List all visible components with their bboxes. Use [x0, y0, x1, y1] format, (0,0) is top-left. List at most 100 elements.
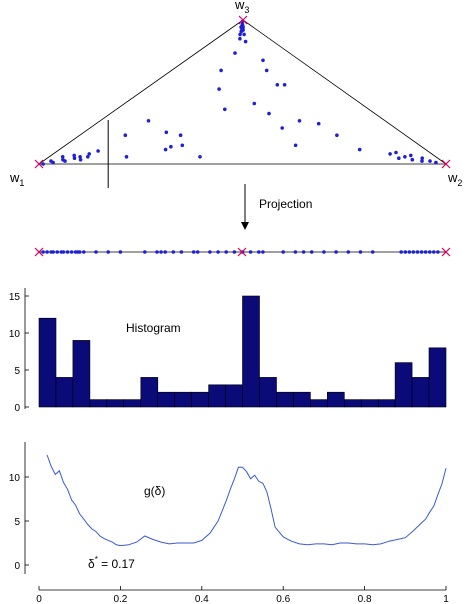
triangle-point — [169, 144, 173, 149]
vertex-w2-marker — [441, 159, 451, 169]
projection-point — [415, 250, 420, 254]
triangle-point — [146, 119, 151, 123]
triangle-point — [280, 126, 285, 130]
projection-point — [248, 250, 253, 254]
projection-point — [432, 250, 436, 254]
triangle-left-edge — [38, 19, 244, 165]
projection-point — [358, 250, 363, 254]
triangle-point — [241, 28, 245, 32]
triangle-point — [96, 149, 100, 153]
histogram-bar — [38, 317, 57, 408]
projection-point — [163, 250, 167, 254]
projection-point — [82, 250, 86, 254]
histogram-bar — [123, 399, 142, 408]
histogram-bar — [55, 377, 74, 408]
triangle-right-edge — [242, 19, 447, 165]
projection-marker-right — [441, 247, 451, 257]
projection-point — [155, 250, 159, 254]
histogram-bar — [360, 399, 379, 408]
projection-point — [411, 250, 416, 254]
histogram-bar — [140, 377, 159, 408]
histogram-bar — [428, 347, 447, 408]
projection-point — [65, 250, 70, 254]
triangle-point — [428, 159, 432, 163]
projection-point — [179, 250, 184, 254]
projection-point — [106, 250, 110, 254]
triangle-point — [267, 111, 271, 116]
projection-point — [301, 250, 306, 254]
histogram-bar — [326, 391, 345, 408]
histogram-y-tick-label: 10 — [9, 329, 21, 340]
projection-point — [69, 250, 74, 254]
g-delta-y-ticks: 0 5 10 — [9, 473, 29, 572]
projection-point — [195, 250, 200, 254]
histogram-bar — [174, 391, 192, 408]
projection-point — [403, 250, 408, 254]
histogram-y-tick-label: 0 — [14, 403, 20, 414]
x-tick-label: 0 — [36, 594, 42, 604]
vertex-label-w3: w3 — [234, 0, 249, 15]
triangle-point — [217, 87, 221, 91]
triangle-point — [275, 83, 280, 87]
triangle-point — [388, 152, 392, 156]
histogram-bar — [208, 384, 226, 408]
vertex-label-w1: w1 — [9, 170, 24, 188]
projection-point — [224, 250, 228, 254]
triangle-point — [87, 152, 91, 156]
projection-line-panel — [34, 247, 451, 257]
g-delta-y-tick-label: 10 — [9, 473, 21, 484]
projection-point — [143, 250, 147, 254]
triangle-point — [178, 133, 183, 137]
triangle-point — [198, 155, 202, 159]
triangle-point — [180, 143, 185, 148]
projection-point — [281, 250, 286, 254]
x-tick-label: 0.8 — [358, 594, 372, 604]
projection-point — [423, 250, 428, 254]
triangle-point — [282, 83, 287, 87]
triangle-point — [335, 133, 339, 137]
projection-marker-center — [237, 247, 247, 257]
triangle-point — [420, 159, 424, 163]
triangle-point — [410, 157, 415, 162]
histogram-bar — [411, 377, 430, 408]
triangle-point — [252, 101, 257, 106]
projection-point — [370, 250, 375, 254]
triangle-point — [163, 147, 168, 152]
projection-point — [94, 250, 98, 254]
histogram-bar — [242, 295, 260, 408]
triangle-point — [51, 160, 55, 165]
histogram-title: Histogram — [126, 321, 181, 335]
delta-star-annotation: δ* = 0.17 — [88, 555, 135, 571]
triangle-point — [243, 39, 248, 44]
projection-point — [77, 250, 82, 254]
projection-point — [257, 250, 261, 254]
projection-point — [51, 250, 55, 254]
projection-point — [346, 250, 351, 254]
projection-point — [399, 250, 404, 254]
histogram-bar — [191, 391, 209, 408]
triangle-point — [316, 121, 321, 126]
histogram-bar — [377, 399, 396, 408]
triangle-point — [219, 68, 223, 73]
triangle-point — [164, 130, 169, 135]
projection-point — [171, 250, 176, 254]
projection-point — [261, 250, 265, 254]
triangle-point — [293, 143, 298, 148]
x-tick-label: 0.6 — [276, 594, 290, 604]
projection-point — [61, 250, 66, 254]
triangle-point — [238, 32, 242, 37]
triangle-point — [420, 156, 425, 160]
projection-point — [293, 250, 298, 254]
vertex-label-w2: w2 — [447, 170, 462, 188]
histogram-bar — [157, 391, 175, 408]
projection-point — [216, 250, 220, 254]
x-tick-label: 0.2 — [113, 594, 127, 604]
triangle-point — [241, 25, 245, 30]
histogram-bars — [38, 295, 447, 408]
triangle-point — [86, 155, 90, 159]
g-delta-y-tick-label: 5 — [14, 517, 20, 528]
histogram-y-tick-label: 5 — [14, 366, 20, 377]
triangle-point — [41, 162, 45, 166]
triangle-point — [409, 153, 413, 158]
